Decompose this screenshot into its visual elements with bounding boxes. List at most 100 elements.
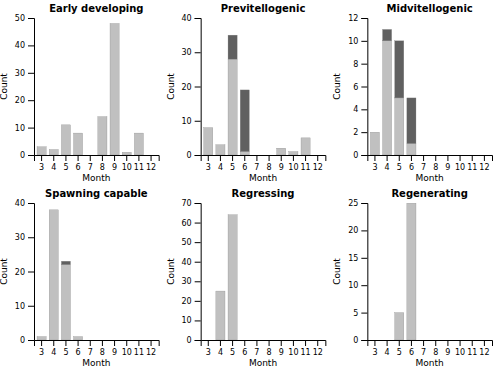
- tick-label: 10: [15, 124, 25, 133]
- tick: 7: [254, 340, 259, 357]
- bar: [74, 336, 83, 337]
- tick-mark: [28, 237, 34, 238]
- bar: [37, 147, 46, 155]
- tick: 11: [467, 155, 477, 172]
- bar: [480, 340, 489, 341]
- tick: 0: [20, 336, 34, 345]
- tick-mark: [256, 340, 257, 346]
- y-label: Count: [166, 73, 176, 100]
- bar: [431, 155, 440, 156]
- bar: [228, 215, 237, 340]
- title: Previtellogenic: [221, 3, 306, 14]
- bar: [74, 133, 83, 134]
- tick-label: 11: [300, 163, 310, 172]
- series: [228, 35, 249, 151]
- panel: 05101520253456789101112RegeneratingMonth…: [332, 188, 492, 368]
- tick-label: 11: [134, 163, 144, 172]
- bar: [147, 340, 156, 341]
- bar: [110, 23, 119, 24]
- bar: [395, 98, 404, 155]
- figure: 010203040503456789101112Early developing…: [0, 0, 500, 370]
- tick-mark: [126, 155, 127, 161]
- bar: [443, 155, 452, 156]
- bar: [456, 340, 465, 341]
- tick-label: 20: [15, 96, 25, 105]
- y-label: Count: [332, 258, 342, 285]
- bar: [468, 340, 477, 341]
- x-label: Month: [416, 173, 444, 183]
- bar: [395, 313, 404, 340]
- bars: [37, 23, 143, 155]
- tick-mark: [195, 87, 201, 88]
- bar: [110, 23, 119, 155]
- tick-label: 4: [385, 348, 390, 357]
- tick-mark: [65, 340, 66, 346]
- bar: [456, 340, 465, 341]
- tick-label: 8: [100, 163, 105, 172]
- tick-label: 50: [181, 238, 191, 247]
- series: [395, 203, 416, 340]
- tick-mark: [232, 340, 233, 346]
- tick-label: 20: [181, 83, 191, 92]
- bar: [49, 150, 58, 155]
- tick: 60: [181, 219, 200, 228]
- tick-label: 30: [181, 277, 191, 286]
- tick: 8: [433, 155, 438, 172]
- tick-mark: [114, 155, 115, 161]
- tick: 8: [433, 340, 438, 357]
- x-label: Month: [82, 173, 110, 183]
- tick-mark: [102, 155, 103, 161]
- tick-mark: [126, 340, 127, 346]
- tick: 40: [15, 199, 34, 208]
- axis-line: [195, 19, 202, 156]
- axis-line: [195, 204, 202, 341]
- bar: [383, 340, 392, 341]
- axis-line: [35, 341, 160, 347]
- bar: [252, 340, 261, 341]
- tick-mark: [195, 121, 201, 122]
- tick-mark: [317, 155, 318, 161]
- tick-mark: [293, 155, 294, 161]
- tick-mark: [28, 45, 34, 46]
- tick: 0: [353, 151, 367, 160]
- tick: 8: [100, 155, 105, 172]
- tick-mark: [195, 223, 201, 224]
- series: [61, 261, 70, 264]
- bar: [277, 340, 286, 341]
- bar: [289, 151, 298, 152]
- tick: 11: [300, 155, 310, 172]
- panel: 0102030403456789101112PrevitellogenicMon…: [166, 3, 326, 183]
- bar: [228, 59, 237, 155]
- tick-mark: [361, 41, 367, 42]
- bar: [61, 124, 70, 125]
- tick-label: 9: [112, 348, 117, 357]
- tick-label: 6: [76, 348, 81, 357]
- bar: [407, 144, 416, 155]
- tick-mark: [28, 155, 34, 156]
- tick-label: 8: [433, 163, 438, 172]
- tick: 20: [15, 268, 34, 277]
- tick: 5: [63, 340, 68, 357]
- tick-label: 10: [288, 163, 298, 172]
- tick-mark: [361, 313, 367, 314]
- bar: [313, 155, 322, 156]
- tick: 6: [242, 340, 247, 357]
- tick-label: 0: [20, 336, 25, 345]
- bar: [216, 144, 225, 145]
- bar: [265, 340, 274, 341]
- tick-mark: [28, 100, 34, 101]
- tick-label: 10: [455, 348, 465, 357]
- tick-label: 12: [479, 348, 489, 357]
- bar: [122, 340, 131, 341]
- tick-label: 10: [122, 163, 132, 172]
- x-axis: 3456789101112: [368, 155, 493, 172]
- tick: 3: [206, 155, 211, 172]
- tick: 9: [112, 155, 117, 172]
- tick: 5: [230, 155, 235, 172]
- tick-mark: [102, 340, 103, 346]
- tick-label: 10: [181, 117, 191, 126]
- tick-label: 8: [100, 348, 105, 357]
- tick: 7: [421, 340, 426, 357]
- tick: 4: [218, 340, 223, 357]
- axis-line: [35, 156, 160, 162]
